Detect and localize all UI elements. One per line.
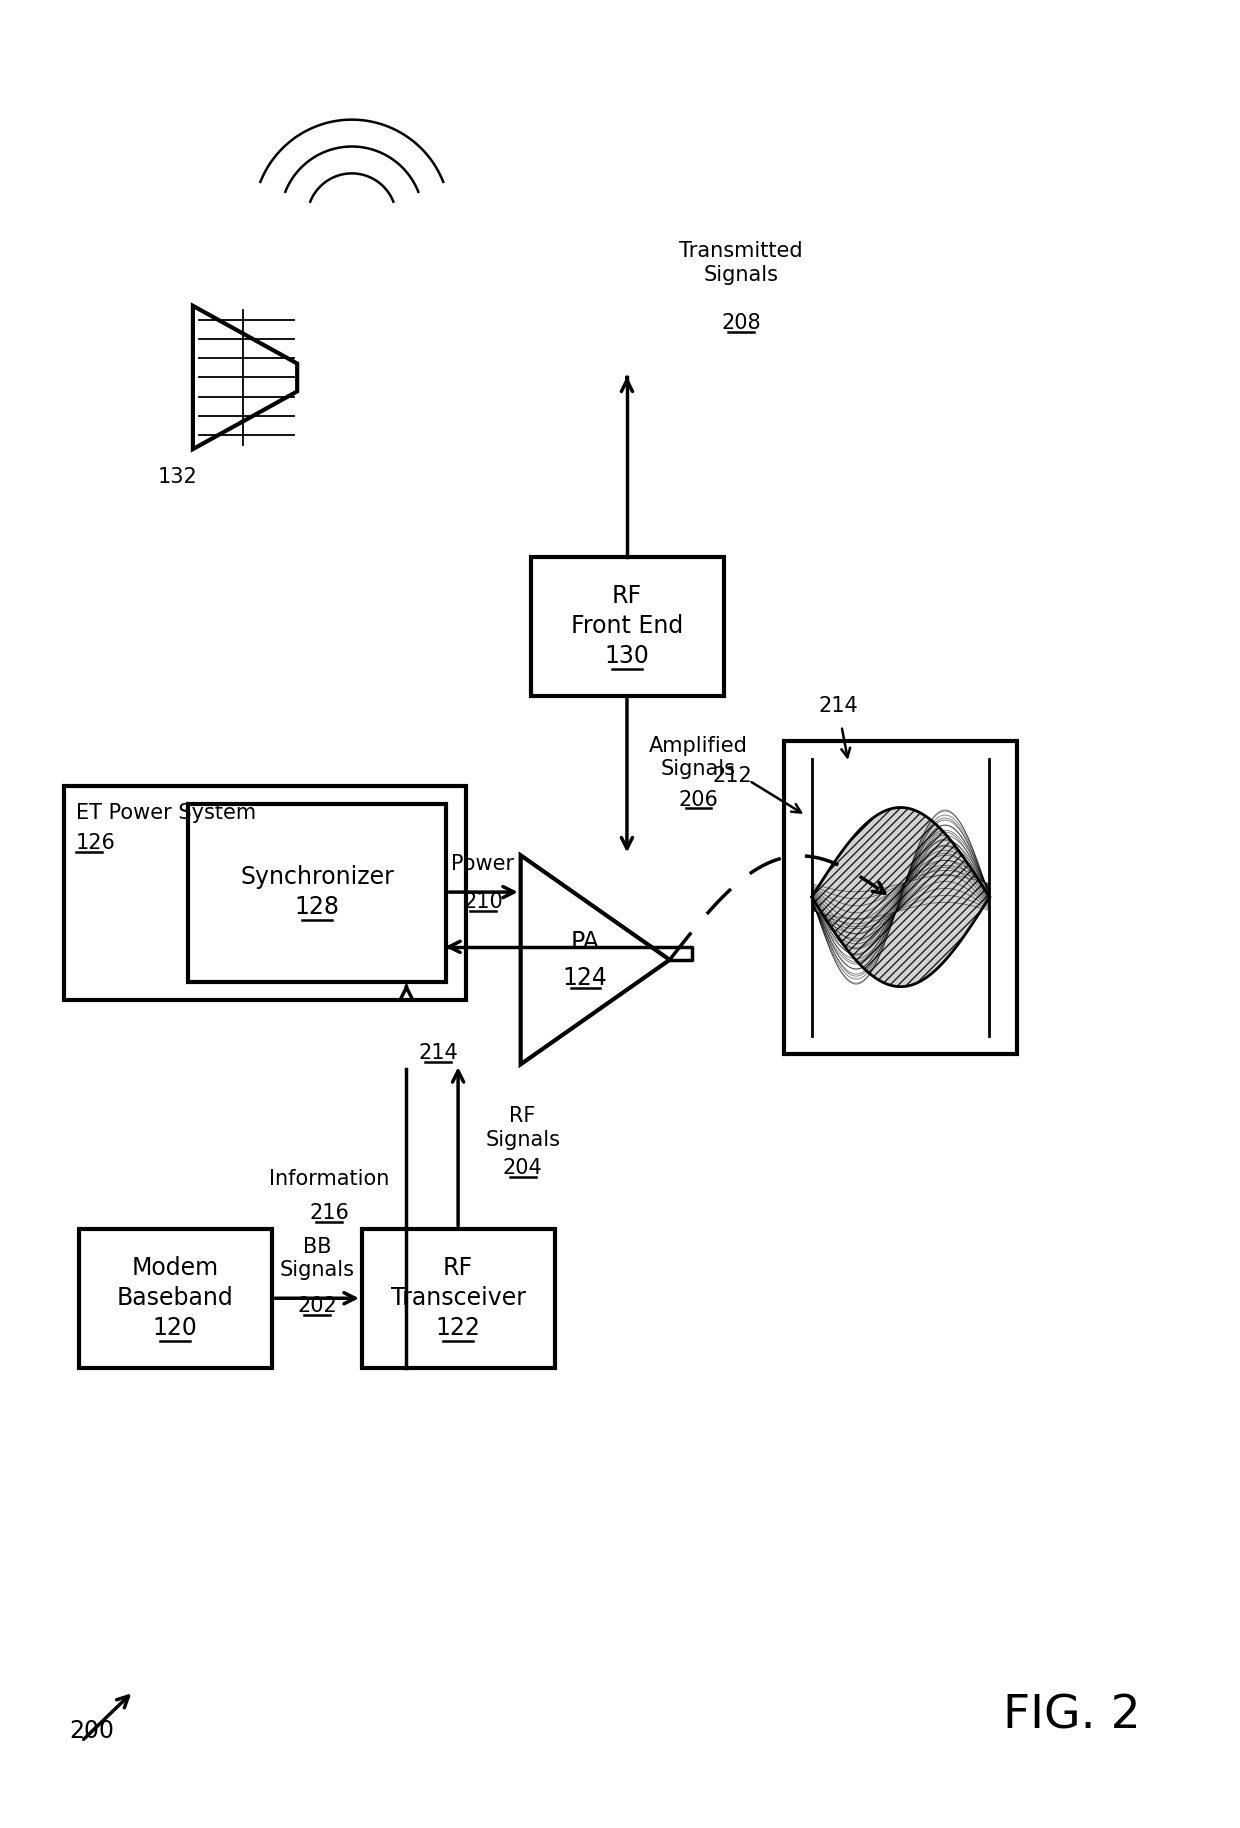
Text: RF
Signals: RF Signals	[485, 1106, 560, 1150]
Bar	[531, 558, 724, 696]
Text: Synchronizer: Synchronizer	[241, 865, 394, 888]
Text: 214: 214	[418, 1044, 458, 1064]
Text: BB
Signals: BB Signals	[279, 1238, 355, 1280]
Text: 124: 124	[563, 965, 608, 989]
Text: Information: Information	[269, 1168, 389, 1188]
Text: 130: 130	[605, 643, 650, 669]
Text: 132: 132	[159, 466, 198, 486]
Text: Amplified
Signals: Amplified Signals	[649, 737, 748, 779]
Text: RF: RF	[611, 585, 642, 609]
Text: Baseband: Baseband	[117, 1287, 233, 1311]
Bar	[63, 786, 466, 1000]
Text: PA: PA	[570, 930, 600, 954]
Text: 204: 204	[502, 1157, 543, 1177]
Bar	[188, 804, 446, 982]
Bar	[362, 1228, 556, 1367]
Text: 122: 122	[435, 1316, 481, 1340]
Text: 202: 202	[298, 1296, 337, 1316]
Bar	[78, 1228, 273, 1367]
Text: RF: RF	[443, 1256, 474, 1280]
Text: Power: Power	[451, 854, 515, 874]
Text: 212: 212	[712, 766, 753, 786]
Text: 216: 216	[309, 1203, 348, 1223]
Text: Transceiver: Transceiver	[391, 1287, 526, 1311]
Text: 208: 208	[722, 313, 761, 333]
Text: Transmitted
Signals: Transmitted Signals	[680, 241, 804, 285]
Text: 206: 206	[678, 790, 718, 810]
Text: 210: 210	[463, 892, 502, 912]
Text: 120: 120	[153, 1316, 197, 1340]
Text: 128: 128	[295, 896, 340, 919]
Text: FIG. 2: FIG. 2	[1003, 1695, 1141, 1738]
Text: Modem: Modem	[131, 1256, 218, 1280]
Text: 126: 126	[76, 834, 115, 854]
Text: ET Power System: ET Power System	[76, 804, 255, 823]
Bar	[784, 740, 1017, 1055]
Text: Front End: Front End	[570, 614, 683, 638]
Polygon shape	[812, 808, 990, 987]
Text: 214: 214	[818, 696, 858, 717]
Text: 200: 200	[69, 1720, 114, 1744]
